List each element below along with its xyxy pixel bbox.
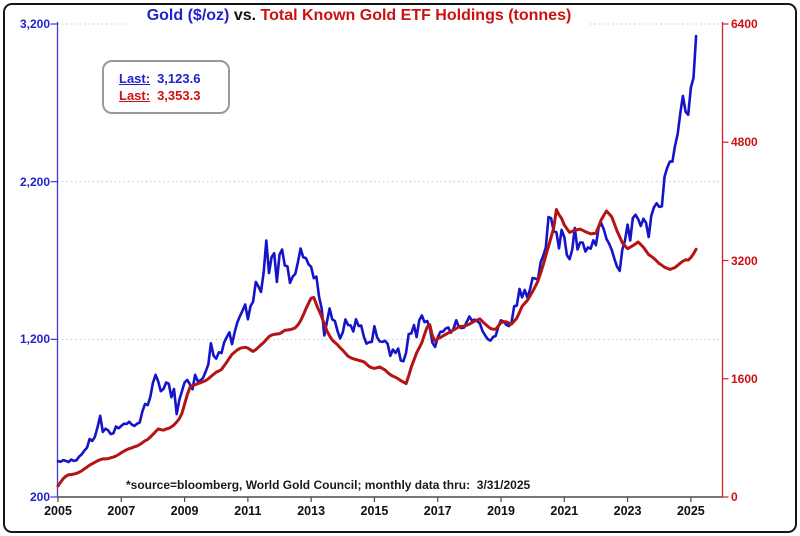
x-axis-tick-label: 2009 — [170, 504, 199, 518]
gold-price-line — [56, 34, 698, 464]
x-axis-tick-label: 2007 — [107, 504, 136, 518]
legend-item-gold-price: Last: 3,123.6 — [119, 70, 228, 87]
x-axis-tick-label: 2011 — [234, 504, 262, 518]
right-axis-tick-label: 1600 — [731, 371, 758, 386]
etf-holdings-line — [56, 208, 698, 488]
x-axis-tick-label: 2017 — [423, 504, 452, 518]
x-axis-tick-label: 2021 — [550, 504, 579, 518]
x-axis-tick-label: 2023 — [613, 504, 642, 518]
right-axis-tick-label: 3200 — [731, 253, 758, 268]
left-axis-tick-label: 1,200 — [19, 332, 50, 347]
legend-value-gold-last: 3,123.6 — [157, 71, 201, 86]
left-axis-tick-label: 200 — [29, 490, 50, 504]
legend-label-gold-last: Last: — [119, 71, 151, 86]
right-axis-tick-label: 6400 — [731, 17, 758, 31]
legend-item-etf-holdings: Last: 3,353.3 — [119, 87, 228, 104]
legend-label-etf-last: Last: — [119, 88, 151, 103]
right-axis-tick-label: 4800 — [731, 135, 758, 150]
x-axis-tick-label: 2019 — [487, 504, 515, 518]
x-axis-tick-label: 2013 — [297, 504, 326, 518]
source-note: *source=bloomberg, World Gold Council; m… — [126, 478, 531, 492]
chart-title: Gold ($/oz) vs. Total Known Gold ETF Hol… — [128, 6, 590, 26]
legend-value-etf-last: 3,353.3 — [157, 88, 201, 103]
x-axis-tick-label: 2025 — [676, 504, 705, 518]
title-separator: vs. — [233, 7, 257, 24]
legend-box: Last: 3,123.6 Last: 3,353.3 — [102, 60, 230, 114]
left-axis-tick-label: 2,200 — [19, 174, 50, 189]
right-axis-tick-label: 0 — [731, 490, 738, 504]
x-axis-tick-label: 2015 — [360, 504, 389, 518]
x-axis-tick-label: 2005 — [44, 504, 72, 518]
title-etf-holdings: Total Known Gold ETF Holdings (tonnes) — [260, 7, 572, 24]
left-axis-tick-label: 3,200 — [19, 17, 50, 31]
title-gold-price: Gold ($/oz) — [146, 7, 230, 24]
